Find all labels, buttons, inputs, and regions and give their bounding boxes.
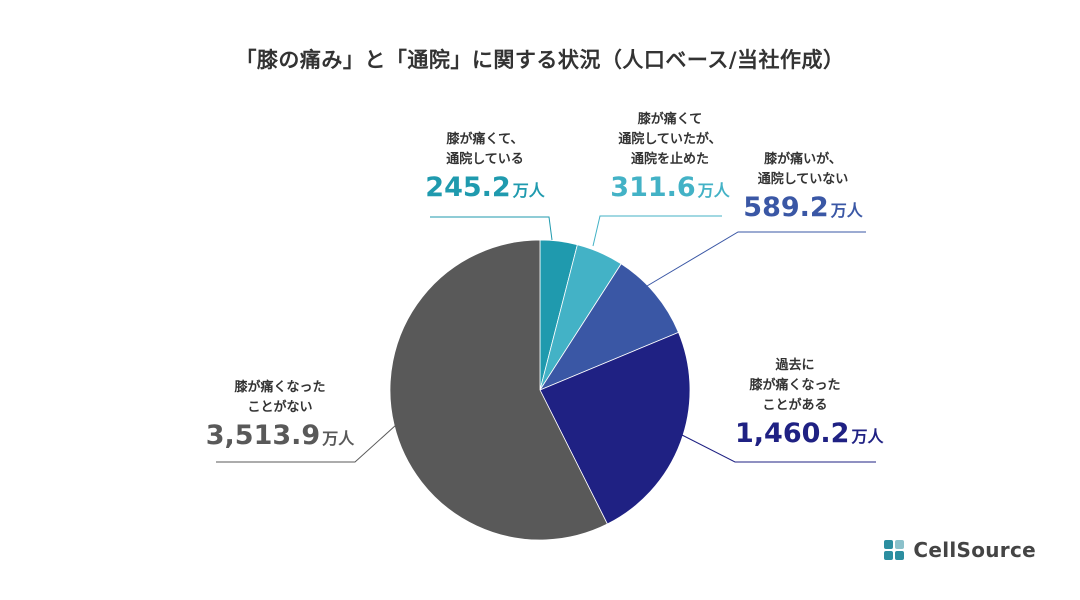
leader-line-1 xyxy=(592,215,722,247)
slice-label-text: 過去に xyxy=(775,358,815,373)
slice-label-text: 通院している xyxy=(446,152,524,167)
leader-line-4 xyxy=(216,424,397,463)
slice-label-4: 膝が痛くなった ことがない 3,513.9 万人 xyxy=(205,378,355,457)
slice-value: 1,460.2 万人 xyxy=(735,416,883,455)
pie-slice-2 xyxy=(538,263,680,391)
cellsource-logo-icon xyxy=(884,540,905,560)
slice-label-text: 膝が痛くなった xyxy=(749,378,841,393)
leader-line-2 xyxy=(646,231,866,287)
slice-value: 245.2 万人 xyxy=(420,170,550,209)
slice-label-text: 膝が痛くなった xyxy=(234,380,326,395)
slice-label-text: 膝が痛くて xyxy=(637,112,703,127)
slice-value-number: 311.6 xyxy=(610,172,696,203)
leader-line-0 xyxy=(430,216,553,241)
slice-label-text: ことがない xyxy=(247,400,313,415)
slice-label-0: 膝が痛くて、 通院している 245.2 万人 xyxy=(420,130,550,209)
slice-value-number: 589.2 xyxy=(743,192,829,223)
slice-value-unit: 万人 xyxy=(512,181,545,200)
slice-value-number: 3,513.9 xyxy=(205,420,321,451)
slice-label-1: 膝が痛くて通院していたが、 通院を止めた 311.6 万人 xyxy=(600,110,740,209)
logo-text: CellSource xyxy=(913,538,1036,562)
slice-label-text: 通院していない xyxy=(757,172,849,187)
slice-value: 311.6 万人 xyxy=(600,170,740,209)
brand-logo: CellSource xyxy=(883,538,1036,562)
slice-label-text: 膝が痛いが、 xyxy=(764,152,842,167)
slice-value: 3,513.9 万人 xyxy=(205,418,355,457)
slice-value-unit: 万人 xyxy=(851,427,884,446)
slice-value-unit: 万人 xyxy=(322,429,355,448)
slice-label-text: 膝が痛くて、 xyxy=(446,132,524,147)
slice-label-text: 通院していたが、 xyxy=(618,132,722,147)
slice-label-text: ことがある xyxy=(762,398,828,413)
leader-line-3 xyxy=(681,434,876,463)
chart-title: 「膝の痛み」と「通院」に関する状況（人口ベース/当社作成） xyxy=(235,48,845,72)
slice-value-unit: 万人 xyxy=(697,181,730,200)
slice-label-text: 通院を止めた xyxy=(630,152,709,167)
slice-value-number: 1,460.2 xyxy=(735,418,850,449)
slice-value-unit: 万人 xyxy=(830,201,863,220)
slice-label-2: 膝が痛いが、 通院していない 589.2 万人 xyxy=(738,150,868,229)
slice-value-number: 245.2 xyxy=(425,172,511,203)
pie-slice-3 xyxy=(539,331,691,525)
pie-slice-4 xyxy=(389,239,608,541)
slice-value: 589.2 万人 xyxy=(738,190,868,229)
slice-label-3: 過去に膝が痛くなった ことがある 1,460.2 万人 xyxy=(735,356,883,455)
